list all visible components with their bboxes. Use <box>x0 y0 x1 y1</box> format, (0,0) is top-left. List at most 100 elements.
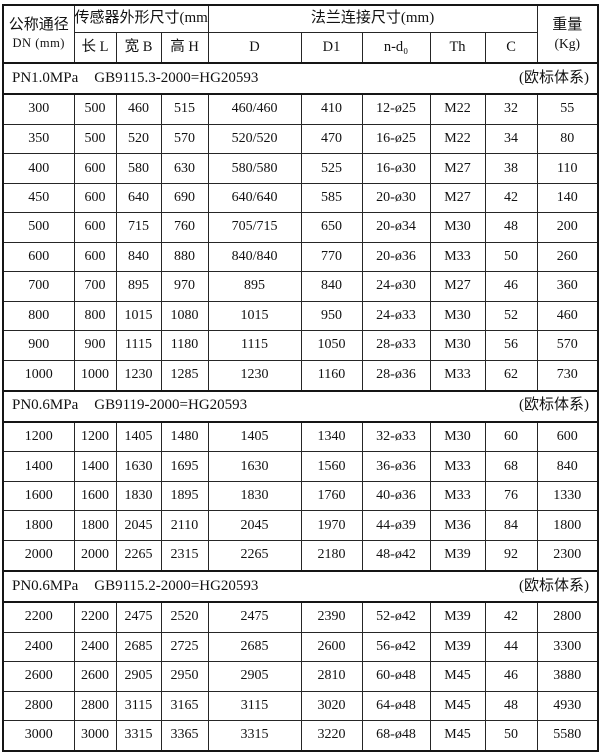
spec-value-cell: 1115 <box>115 330 162 361</box>
column-header-dn: 公称通径 DN (mm) <box>2 4 75 64</box>
spec-value-cell: 600 <box>73 182 117 214</box>
spec-value-cell: 1115 <box>207 330 302 361</box>
dn-value-cell: 1800 <box>2 510 75 541</box>
dimension-spec-table: 公称通径 DN (mm) 传感器外形尺寸(mm) 法兰连接尺寸(mm) 重量 (… <box>2 4 600 752</box>
spec-value-cell: 60-ø48 <box>361 661 431 692</box>
table-row: 900 900 1115 1180 1115 1050 28-ø33 M30 56 570 <box>2 330 599 361</box>
spec-value-cell: M33 <box>429 241 486 273</box>
spec-value-cell: 3220 <box>300 720 363 752</box>
spec-value-cell: M33 <box>429 480 486 512</box>
spec-value-cell: 2390 <box>300 601 363 633</box>
spec-value-cell: 840 <box>300 271 363 302</box>
spec-value-cell: 28-ø33 <box>361 330 431 361</box>
spec-value-cell: 2800 <box>536 601 599 633</box>
spec-value-cell: 600 <box>73 153 117 184</box>
table-row: 2800 2800 3115 3165 3115 3020 64-ø48 M45 48 4930 <box>2 690 599 722</box>
column-header-d: D <box>207 32 302 64</box>
dn-value-cell: 1400 <box>2 451 75 482</box>
spec-value-cell: 705/715 <box>207 212 302 243</box>
spec-value-cell: 16-ø25 <box>361 123 431 155</box>
section-header: PN1.0MPa GB9115.3-2000=HG20593 (欧标体系) <box>4 70 597 87</box>
spec-value-cell: 62 <box>484 359 538 392</box>
table-row: 400 600 580 630 580/580 525 16-ø30 M27 38 110 <box>2 153 599 184</box>
spec-value-cell: 80 <box>536 123 599 155</box>
spec-value-cell: 24-ø33 <box>361 300 431 332</box>
spec-value-cell: 60 <box>484 421 538 453</box>
spec-value-cell: 32-ø33 <box>361 421 431 453</box>
spec-value-cell: 2600 <box>73 661 117 692</box>
spec-value-cell: 1760 <box>300 480 363 512</box>
spec-value-cell: 20-ø36 <box>361 241 431 273</box>
spec-value-cell: 1080 <box>160 300 209 332</box>
spec-value-cell: M30 <box>429 421 486 453</box>
spec-value-cell: 28-ø36 <box>361 359 431 392</box>
spec-value-cell: 56-ø42 <box>361 631 431 663</box>
spec-value-cell: M30 <box>429 300 486 332</box>
column-header-weight-unit: (Kg) <box>554 35 581 51</box>
spec-value-cell: 970 <box>160 271 209 302</box>
table-row: 2200 2200 2475 2520 2475 2390 52-ø42 M39 42 2800 <box>2 601 599 633</box>
spec-value-cell: 840 <box>536 451 599 482</box>
spec-value-cell: 64-ø48 <box>361 690 431 722</box>
table-body: PN1.0MPa GB9115.3-2000=HG20593 (欧标体系) 300 50… <box>2 62 599 752</box>
spec-value-cell: 52-ø42 <box>361 601 431 633</box>
spec-value-cell: 1015 <box>207 300 302 332</box>
column-header-d1: D1 <box>300 32 363 64</box>
table-row: 1800 1800 2045 2110 2045 1970 44-ø39 M36 84 1800 <box>2 510 599 541</box>
spec-value-cell: 470 <box>300 123 363 155</box>
table-row: 600 600 840 880 840/840 770 20-ø36 M33 50 260 <box>2 241 599 273</box>
spec-value-cell: 1830 <box>207 480 302 512</box>
spec-value-cell: 36-ø36 <box>361 451 431 482</box>
spec-value-cell: 900 <box>73 330 117 361</box>
spec-value-cell: M27 <box>429 153 486 184</box>
spec-value-cell: 2045 <box>207 510 302 541</box>
spec-value-cell: 1830 <box>115 480 162 512</box>
spec-value-cell: 92 <box>484 539 538 572</box>
spec-value-cell: 895 <box>207 271 302 302</box>
section-note: (欧标体系) <box>519 397 590 414</box>
spec-value-cell: 2905 <box>207 661 302 692</box>
spec-value-cell: 1895 <box>160 480 209 512</box>
spec-value-cell: 84 <box>484 510 538 541</box>
spec-value-cell: 200 <box>536 212 599 243</box>
spec-value-cell: 12-ø25 <box>361 93 431 125</box>
column-header-n-d0: n-d₀ <box>361 32 431 64</box>
spec-value-cell: 3165 <box>160 690 209 722</box>
dn-value-cell: 700 <box>2 271 75 302</box>
table-row: 2000 2000 2265 2315 2265 2180 48-ø42 M39 92 2300 <box>2 539 599 572</box>
spec-value-cell: 460 <box>115 93 162 125</box>
spec-value-cell: 460/460 <box>207 93 302 125</box>
spec-value-cell: 630 <box>160 153 209 184</box>
column-header-weight: 重量 (Kg) <box>536 4 599 64</box>
section-pressure-rating: PN0.6MPa <box>12 397 79 414</box>
spec-value-cell: 895 <box>115 271 162 302</box>
spec-value-cell: 68-ø48 <box>361 720 431 752</box>
spec-value-cell: 3315 <box>115 720 162 752</box>
table-row: 500 600 715 760 705/715 650 20-ø34 M30 48 200 <box>2 212 599 243</box>
spec-value-cell: 1400 <box>73 451 117 482</box>
spec-value-cell: 56 <box>484 330 538 361</box>
spec-value-cell: 460 <box>536 300 599 332</box>
spec-value-cell: 1330 <box>536 480 599 512</box>
spec-value-cell: 140 <box>536 182 599 214</box>
section-header-row: PN1.0MPa GB9115.3-2000=HG20593 (欧标体系) <box>2 62 599 95</box>
spec-value-cell: 1000 <box>73 359 117 392</box>
dn-value-cell: 600 <box>2 241 75 273</box>
spec-value-cell: 1160 <box>300 359 363 392</box>
spec-value-cell: 2315 <box>160 539 209 572</box>
spec-value-cell: 34 <box>484 123 538 155</box>
section-header-cell: PN0.6MPa GB9119-2000=HG20593 (欧标体系) <box>2 389 599 423</box>
spec-value-cell: 2520 <box>160 601 209 633</box>
spec-value-cell: 600 <box>536 421 599 453</box>
spec-value-cell: 360 <box>536 271 599 302</box>
spec-value-cell: M33 <box>429 359 486 392</box>
table-row: 1000 1000 1230 1285 1230 1160 28-ø36 M33 62 730 <box>2 359 599 392</box>
spec-value-cell: 260 <box>536 241 599 273</box>
spec-value-cell: 2950 <box>160 661 209 692</box>
dn-value-cell: 800 <box>2 300 75 332</box>
column-header-dn-unit: DN (mm) <box>12 36 65 51</box>
spec-value-cell: 640 <box>115 182 162 214</box>
spec-value-cell: 2685 <box>207 631 302 663</box>
dn-value-cell: 900 <box>2 330 75 361</box>
